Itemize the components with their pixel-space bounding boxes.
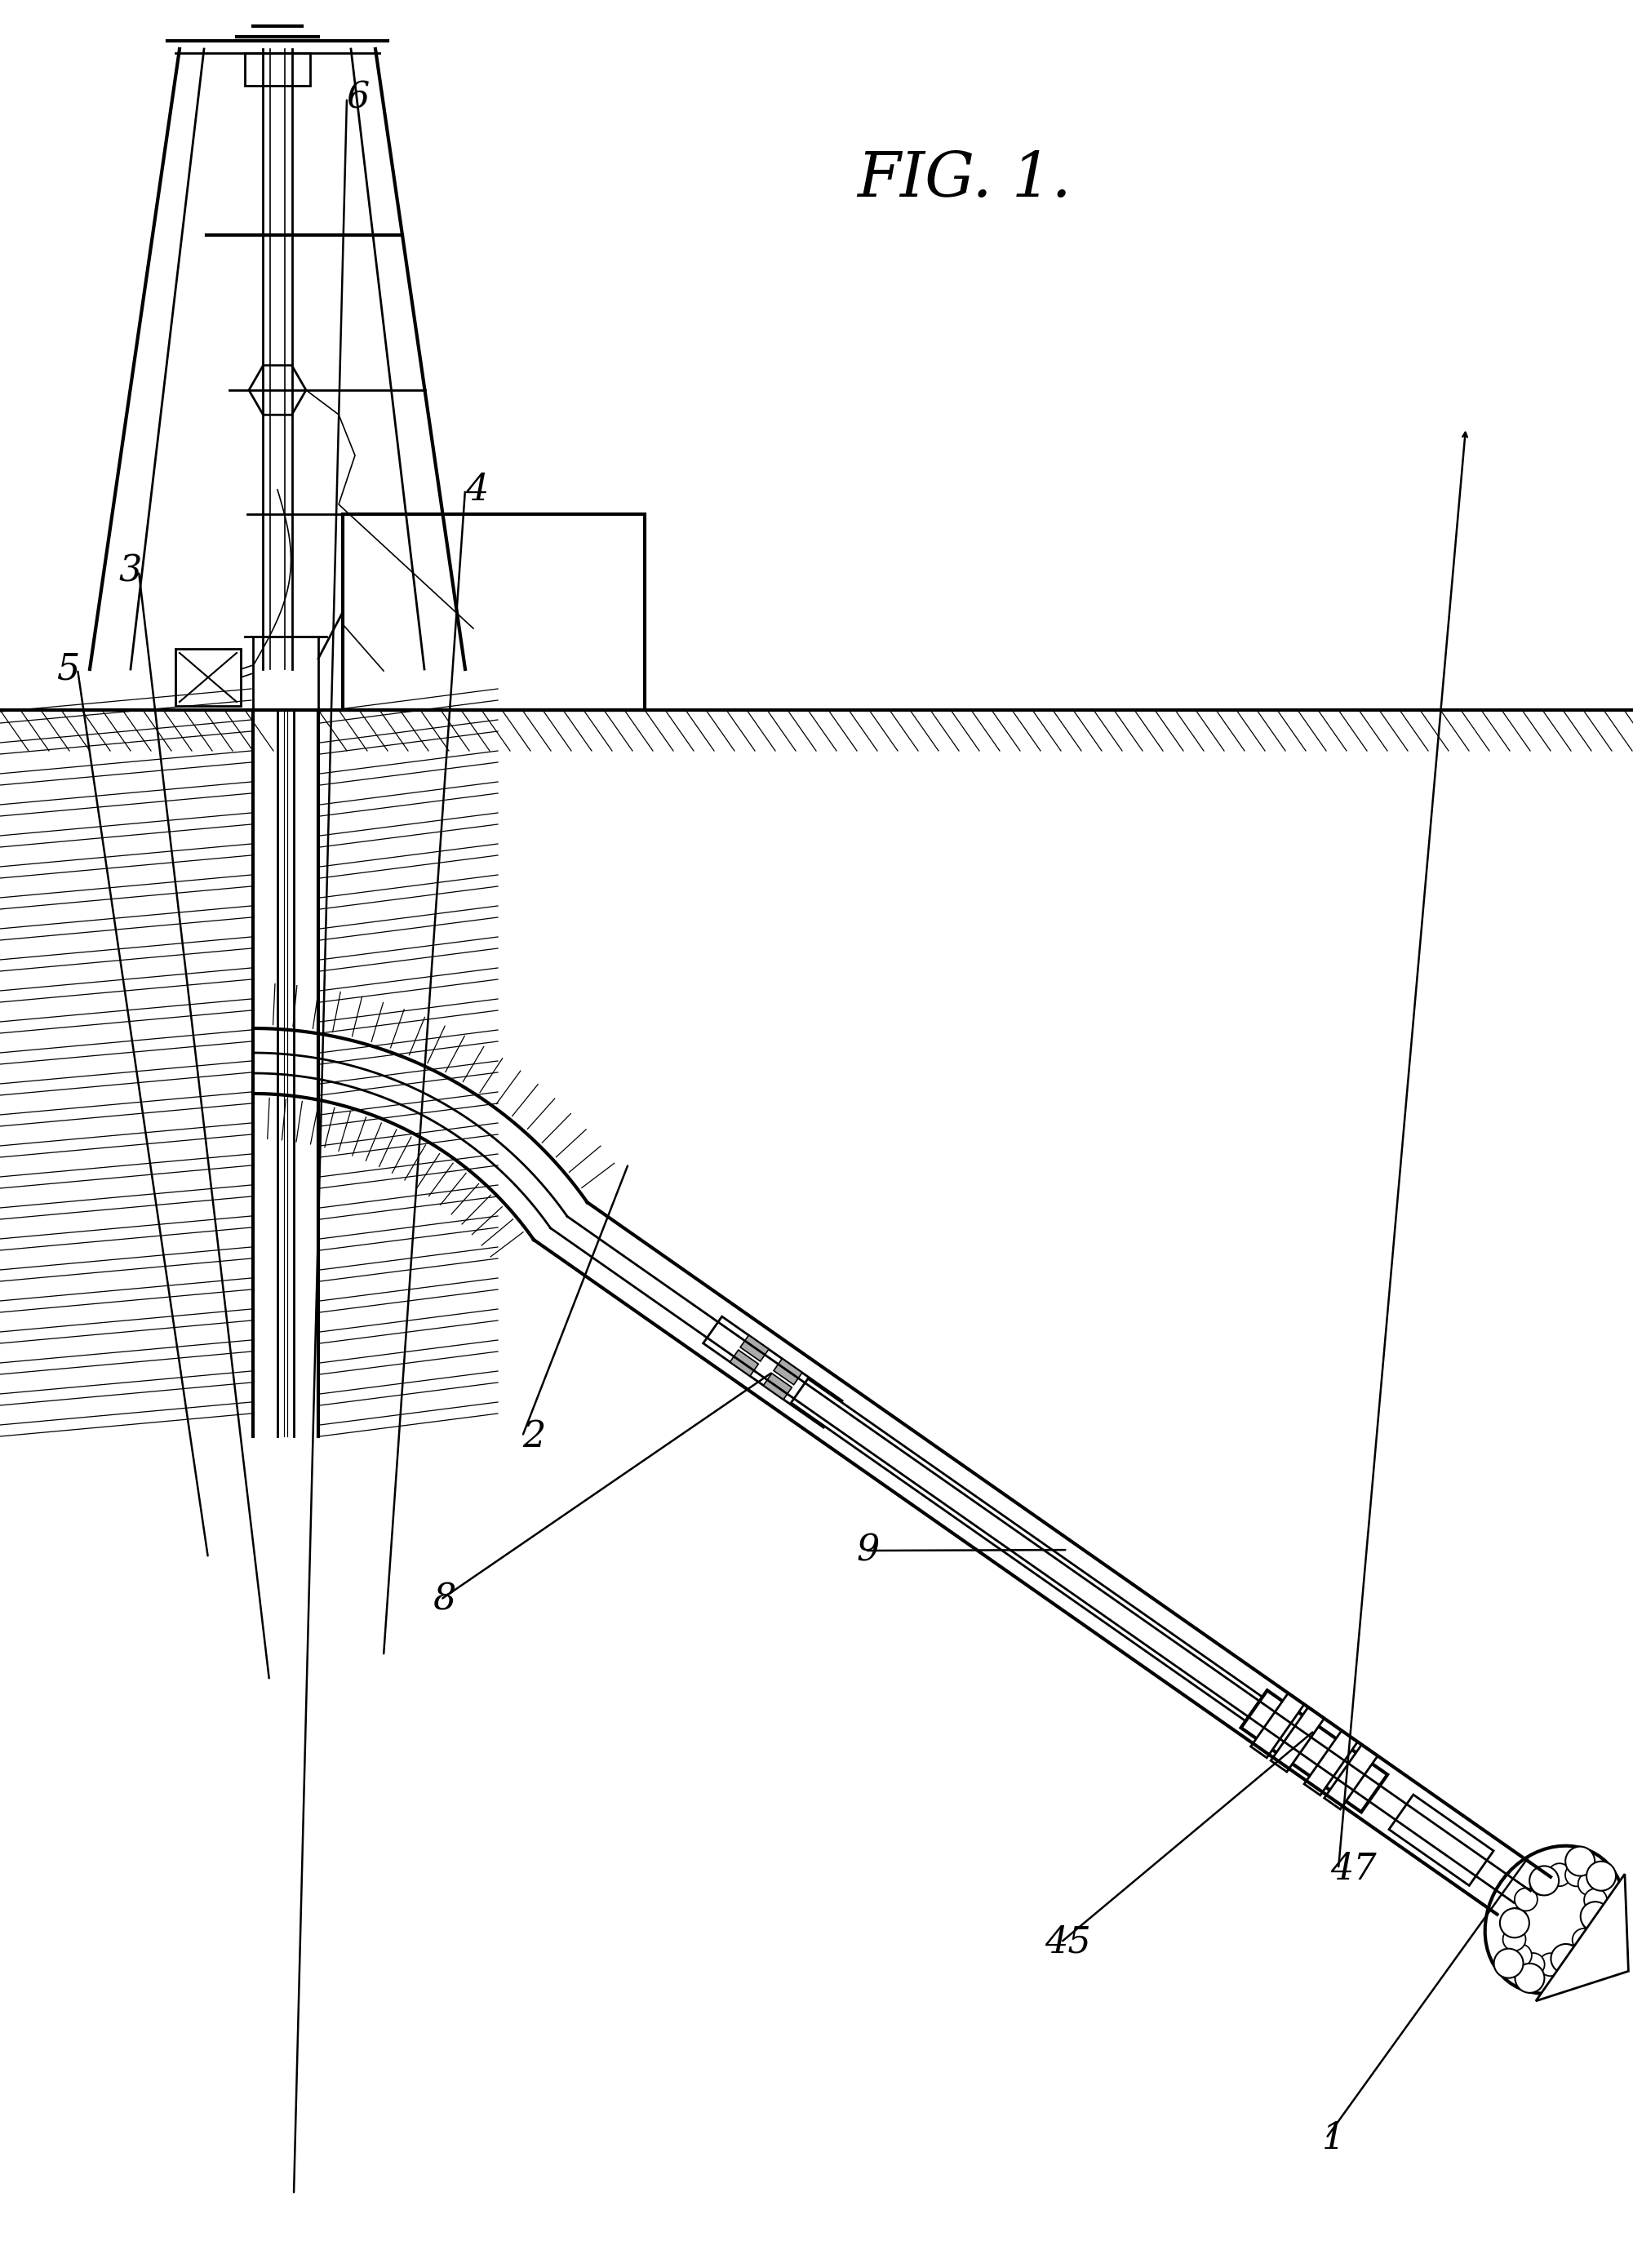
Circle shape: [1530, 1867, 1560, 1896]
Polygon shape: [1535, 1873, 1628, 2000]
Text: 45: 45: [1045, 1926, 1091, 1960]
Circle shape: [1564, 1864, 1587, 1887]
Polygon shape: [1305, 1730, 1357, 1796]
Circle shape: [1551, 1944, 1581, 1973]
Polygon shape: [704, 1315, 843, 1427]
Text: 1: 1: [1323, 2121, 1346, 2157]
Circle shape: [1584, 1889, 1607, 1912]
Circle shape: [1522, 1953, 1545, 1975]
Circle shape: [1530, 1871, 1553, 1896]
Circle shape: [1494, 1948, 1524, 1978]
Text: 9: 9: [857, 1533, 880, 1567]
Circle shape: [1538, 1953, 1561, 1975]
Text: 3: 3: [118, 553, 142, 590]
Bar: [245, 52, 310, 86]
Polygon shape: [730, 1349, 758, 1377]
Circle shape: [1577, 1873, 1600, 1896]
Polygon shape: [790, 1379, 1262, 1721]
Circle shape: [1581, 1903, 1610, 1930]
Text: FIG. 1.: FIG. 1.: [857, 150, 1071, 209]
Polygon shape: [1241, 1690, 1388, 1812]
Text: 6: 6: [346, 79, 371, 116]
Polygon shape: [1324, 1744, 1378, 1810]
Text: 4: 4: [465, 472, 488, 508]
Circle shape: [1587, 1862, 1617, 1892]
Polygon shape: [763, 1374, 792, 1399]
Circle shape: [1499, 1907, 1528, 1937]
Circle shape: [1502, 1928, 1525, 1950]
Bar: [343, 515, 645, 710]
Polygon shape: [1251, 1694, 1305, 1758]
Text: 47: 47: [1331, 1851, 1377, 1887]
Circle shape: [1514, 1887, 1537, 1912]
Polygon shape: [1484, 1846, 1625, 1994]
Circle shape: [1566, 1846, 1595, 1876]
Polygon shape: [1270, 1708, 1324, 1771]
Text: 2: 2: [523, 1420, 545, 1454]
Circle shape: [1582, 1910, 1605, 1932]
Bar: [175, 649, 240, 705]
Text: 5: 5: [57, 651, 80, 687]
Circle shape: [1509, 1944, 1532, 1966]
Circle shape: [1506, 1907, 1528, 1930]
Polygon shape: [774, 1359, 802, 1386]
Polygon shape: [740, 1336, 769, 1361]
Circle shape: [1556, 1944, 1579, 1966]
Bar: [253, 637, 318, 710]
Polygon shape: [1390, 1794, 1494, 1885]
Text: 8: 8: [433, 1583, 456, 1617]
Circle shape: [1573, 1928, 1595, 1950]
Circle shape: [1515, 1964, 1545, 1994]
Polygon shape: [248, 365, 305, 415]
Circle shape: [1548, 1864, 1571, 1887]
